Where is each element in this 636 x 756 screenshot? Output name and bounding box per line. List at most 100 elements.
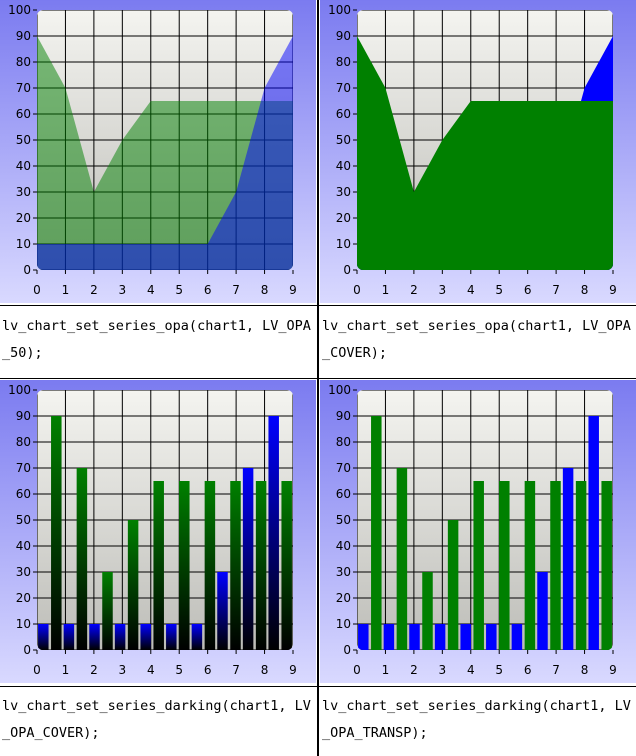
x-tick-label: 4 — [467, 663, 475, 677]
x-tick-label: 9 — [609, 283, 617, 297]
caption-line: lv_chart_set_series_darking(chart1, LV — [322, 698, 631, 714]
bar — [191, 624, 203, 650]
y-tick-label: 100 — [8, 383, 31, 397]
x-tick-label: 5 — [495, 663, 503, 677]
caption-line: _OPA_COVER); — [2, 725, 100, 741]
y-tick-label: 60 — [336, 487, 351, 501]
y-tick-label: 0 — [343, 263, 351, 277]
caption-cell-1: lv_chart_set_series_opa(chart1, LV_OPA _… — [0, 308, 316, 378]
y-tick-label: 30 — [336, 185, 351, 199]
y-tick-label: 40 — [16, 539, 31, 553]
bar — [76, 468, 88, 650]
bar — [524, 481, 536, 650]
bar — [63, 624, 75, 650]
y-tick-label: 50 — [336, 513, 351, 527]
x-tick-label: 3 — [439, 663, 447, 677]
bar — [422, 572, 433, 650]
x-tick-label: 6 — [524, 663, 532, 677]
chart-cell-1: 0 10 20 30 40 50 60 70 80 90 100 0 1 2 3 4 5 6 7 8 9 — [0, 0, 316, 303]
bar — [230, 481, 241, 650]
plot-content — [357, 10, 613, 270]
y-tick-label: 0 — [23, 643, 31, 657]
x-tick-label: 4 — [147, 663, 155, 677]
x-tick-label: 0 — [353, 663, 361, 677]
y-tick-label: 60 — [16, 487, 31, 501]
bar — [217, 572, 228, 650]
x-tick-label: 0 — [33, 283, 41, 297]
bar — [562, 468, 574, 650]
caption-line: lv_chart_set_series_opa(chart1, LV_OPA — [2, 318, 311, 334]
bar — [51, 416, 62, 650]
y-tick-label: 70 — [336, 461, 351, 475]
y-tick-label: 100 — [328, 383, 351, 397]
chart-cell-4: 0 10 20 30 40 50 60 70 80 90 100 0 1 2 3 4 5 6 7 8 9 — [320, 380, 636, 683]
y-tick-label: 50 — [16, 513, 31, 527]
bar — [127, 520, 139, 650]
bar — [102, 572, 113, 650]
x-tick-label: 3 — [439, 283, 447, 297]
y-tick-label: 90 — [336, 29, 351, 43]
area-series — [37, 36, 293, 270]
chart-cell-2: 0 10 20 30 40 50 60 70 80 90 100 0 1 2 3 4 5 6 7 8 9 — [320, 0, 636, 303]
table-divider-horizontal — [0, 686, 636, 687]
y-tick-label: 90 — [16, 29, 31, 43]
x-tick-label: 1 — [382, 663, 390, 677]
y-tick-label: 100 — [328, 3, 351, 17]
x-tick-label: 5 — [175, 663, 183, 677]
x-tick-label: 7 — [552, 283, 560, 297]
x-tick-label: 0 — [33, 663, 41, 677]
y-tick-label: 50 — [336, 133, 351, 147]
bar — [460, 624, 471, 650]
bar — [153, 481, 164, 650]
x-tick-label: 4 — [147, 283, 155, 297]
x-tick-label: 6 — [204, 283, 212, 297]
y-tick-label: 90 — [16, 409, 31, 423]
bar — [396, 468, 408, 650]
y-tick-label: 10 — [16, 237, 31, 251]
bar — [166, 624, 177, 650]
x-tick-label: 2 — [410, 663, 418, 677]
x-tick-label: 1 — [62, 283, 70, 297]
bar — [383, 624, 395, 650]
plot-content — [37, 390, 293, 650]
caption-cell-3: lv_chart_set_series_darking(chart1, LV _… — [0, 688, 316, 756]
x-tick-label: 9 — [289, 663, 297, 677]
caption-line: lv_chart_set_series_darking(chart1, LV — [2, 698, 311, 714]
x-tick-label: 8 — [581, 663, 589, 677]
y-tick-label: 0 — [23, 263, 31, 277]
bar — [601, 481, 612, 650]
bar — [255, 481, 267, 650]
y-tick-label: 40 — [336, 159, 351, 173]
y-tick-label: 100 — [8, 3, 31, 17]
bar — [434, 624, 446, 650]
y-tick-label: 80 — [16, 435, 31, 449]
x-tick-label: 6 — [524, 283, 532, 297]
y-tick-label: 60 — [16, 107, 31, 121]
x-tick-label: 9 — [289, 283, 297, 297]
x-tick-label: 1 — [382, 283, 390, 297]
y-tick-label: 70 — [16, 81, 31, 95]
x-tick-label: 8 — [261, 663, 269, 677]
y-tick-label: 10 — [16, 617, 31, 631]
table-divider-horizontal — [0, 378, 636, 379]
y-tick-label: 20 — [336, 211, 351, 225]
bar — [499, 481, 510, 650]
x-tick-label: 6 — [204, 663, 212, 677]
y-tick-label: 30 — [16, 185, 31, 199]
bar — [575, 481, 587, 650]
chart-darking-cover: 0 10 20 30 40 50 60 70 80 90 100 0 1 2 3 4 5 6 7 8 9 — [0, 380, 316, 683]
y-tick-label: 90 — [336, 409, 351, 423]
x-tick-label: 0 — [353, 283, 361, 297]
x-tick-label: 2 — [90, 663, 98, 677]
bar — [114, 624, 126, 650]
x-tick-label: 4 — [467, 283, 475, 297]
y-tick-label: 60 — [336, 107, 351, 121]
x-tick-label: 7 — [552, 663, 560, 677]
bar — [447, 520, 459, 650]
bar — [588, 416, 599, 650]
caption-line: lv_chart_set_series_opa(chart1, LV_OPA — [322, 318, 631, 334]
bar — [358, 624, 369, 650]
bar — [242, 468, 254, 650]
plot-content — [37, 10, 293, 270]
caption-line: _COVER); — [322, 345, 388, 361]
